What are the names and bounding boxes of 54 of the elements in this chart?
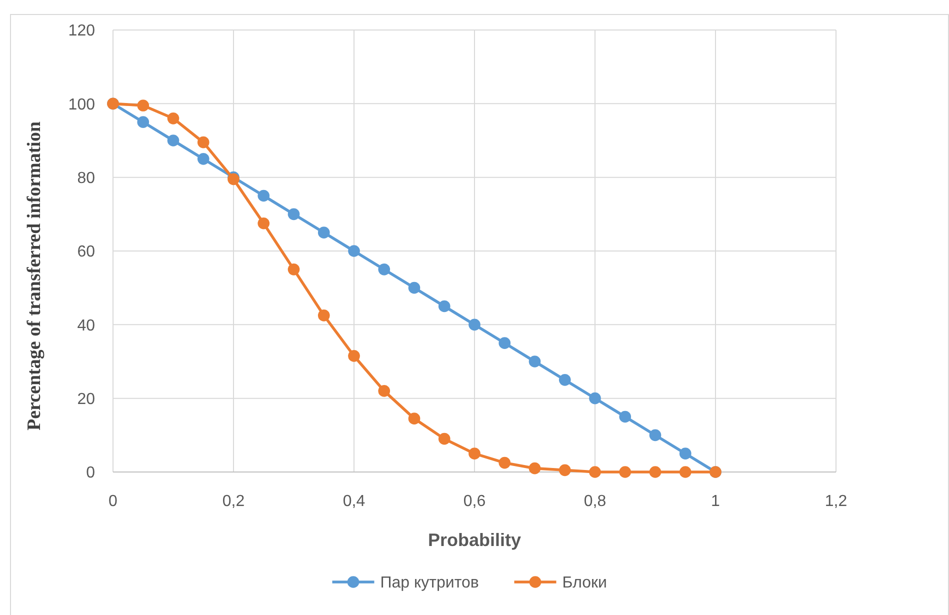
legend-label: Пар кутритов bbox=[380, 574, 479, 592]
point bbox=[167, 134, 180, 146]
point bbox=[649, 466, 662, 478]
point bbox=[408, 412, 420, 424]
point bbox=[348, 245, 360, 257]
point bbox=[408, 282, 420, 294]
point bbox=[468, 318, 480, 331]
legend-label: Блоки bbox=[562, 574, 607, 592]
point bbox=[197, 136, 210, 148]
y-tick-label: 80 bbox=[77, 170, 96, 187]
point bbox=[288, 264, 300, 276]
point bbox=[258, 190, 270, 202]
point bbox=[679, 448, 692, 460]
point bbox=[258, 217, 270, 230]
x-tick-label: 0 bbox=[108, 493, 118, 510]
x-tick-label: 0,2 bbox=[222, 493, 245, 510]
point bbox=[619, 410, 632, 423]
y-tick-label: 20 bbox=[77, 390, 96, 408]
point bbox=[348, 350, 360, 362]
point bbox=[137, 100, 150, 112]
point bbox=[288, 208, 300, 220]
point bbox=[589, 466, 601, 478]
point bbox=[438, 300, 450, 312]
x-axis-title: Probability bbox=[428, 530, 522, 550]
point bbox=[167, 112, 180, 124]
y-tick-label: 60 bbox=[77, 244, 96, 261]
y-tick-label: 40 bbox=[77, 317, 96, 334]
y-tick-label: 0 bbox=[86, 464, 96, 482]
point bbox=[558, 464, 571, 476]
point bbox=[468, 448, 480, 460]
point bbox=[528, 462, 541, 474]
point bbox=[528, 356, 541, 368]
point bbox=[438, 432, 450, 445]
point bbox=[378, 264, 390, 276]
x-tick-label: 0,4 bbox=[342, 493, 366, 510]
x-tick-label: 1,2 bbox=[824, 493, 848, 510]
point bbox=[318, 226, 330, 238]
point bbox=[318, 310, 330, 322]
point bbox=[558, 374, 571, 386]
y-tick-label: 100 bbox=[68, 96, 96, 114]
point bbox=[498, 456, 511, 469]
y-tick-label: 120 bbox=[68, 22, 96, 40]
point bbox=[589, 392, 601, 404]
point bbox=[498, 337, 511, 349]
point bbox=[137, 116, 150, 128]
x-tick-label: 1 bbox=[711, 493, 720, 510]
x-tick-label: 0,8 bbox=[584, 493, 606, 510]
x-tick-label: 0,6 bbox=[463, 493, 486, 510]
point bbox=[378, 385, 390, 397]
point bbox=[649, 429, 662, 442]
point bbox=[619, 466, 632, 478]
y-axis-title: Percentage of transferred information bbox=[24, 121, 45, 431]
point bbox=[679, 466, 692, 478]
point bbox=[197, 153, 210, 165]
